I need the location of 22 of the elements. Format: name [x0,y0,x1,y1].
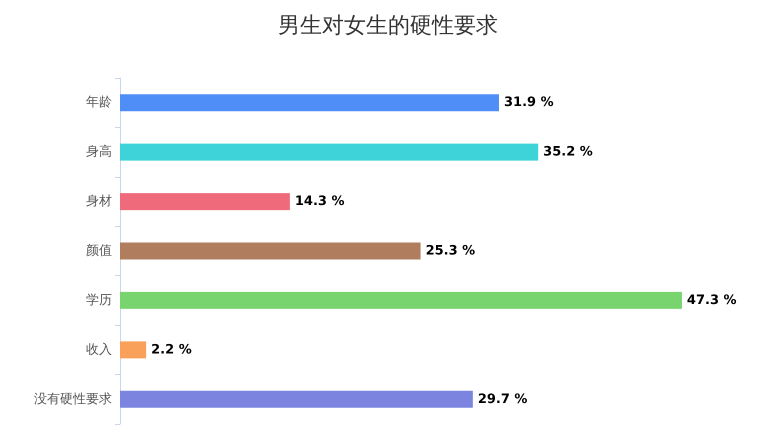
bar [120,94,499,112]
data-label: 14.3 % [294,194,345,210]
y-tick-label: 学历 [86,292,112,308]
y-tick-label: 身材 [86,194,112,210]
bar [120,193,290,210]
data-label: 31.9 % [504,95,554,110]
y-tick-label: 颜值 [86,244,112,258]
chart-title: 男生对女生的硬性要求 [278,14,498,38]
y-tick-label: 收入 [86,342,112,358]
y-tick-label: 年龄 [86,95,112,110]
bar [120,144,538,161]
data-label: 47.3 % [686,292,737,308]
bar [120,242,421,260]
bar [120,390,473,408]
data-label: 25.3 % [426,244,476,258]
bar [120,292,682,309]
y-tick-label: 没有硬性要求 [34,392,112,407]
y-tick-label: 身高 [86,144,112,160]
bar [120,341,146,358]
data-label: 29.7 % [478,392,528,407]
data-label: 35.2 % [543,144,593,160]
data-label: 2.2 % [151,342,192,358]
